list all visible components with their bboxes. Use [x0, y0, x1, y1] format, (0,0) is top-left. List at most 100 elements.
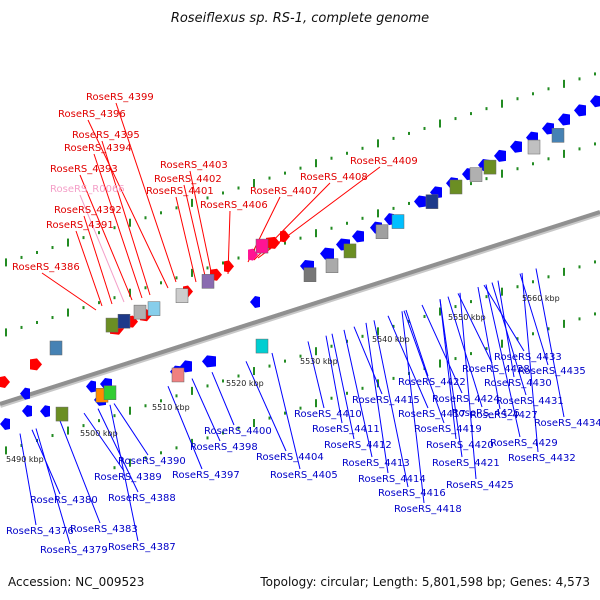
tick-mark: [237, 374, 240, 378]
tick-mark: [222, 261, 224, 265]
tick-mark: [253, 179, 255, 188]
tick-mark: [51, 246, 54, 250]
gene-box: [147, 301, 161, 316]
leader-line: [83, 412, 125, 472]
tick-mark: [439, 359, 441, 368]
tick-mark: [578, 265, 581, 269]
leader-line: [35, 428, 71, 545]
gene-label: RoseRS_4433: [494, 352, 562, 363]
reverse-gene-arrow: [574, 104, 586, 117]
tick-mark: [563, 149, 565, 158]
tick-mark: [346, 151, 348, 155]
tick-mark: [67, 426, 69, 435]
tick-mark: [175, 206, 178, 210]
leader-line: [97, 408, 139, 493]
leader-line: [19, 433, 37, 526]
gene-label: RoseRS_4415: [352, 395, 420, 406]
leader-line: [189, 170, 213, 277]
gene-label: RoseRS_4399: [86, 92, 154, 103]
leader-line: [109, 404, 139, 542]
leader-line: [373, 320, 409, 488]
tick-mark: [392, 136, 395, 140]
leader-line: [477, 286, 501, 410]
forward-gene-arrow: [30, 358, 42, 371]
tick-mark: [206, 266, 209, 270]
kbp-label: 5540 kbp: [372, 335, 410, 344]
tick-mark: [594, 142, 596, 146]
tick-mark: [377, 209, 379, 218]
tick-mark: [578, 147, 581, 151]
gene-label: RoseRS_4419: [414, 424, 482, 435]
tick-mark: [5, 258, 7, 267]
tick-mark: [98, 301, 100, 305]
tick-mark: [299, 406, 302, 410]
gene-box: [375, 224, 389, 239]
tick-mark: [423, 126, 426, 130]
forward-gene-arrow: [0, 376, 10, 388]
rna-gene-arrow: [248, 248, 258, 261]
gene-box: [133, 304, 147, 320]
tick-mark: [594, 312, 596, 316]
gene-label: RoseRS_4434: [534, 418, 600, 429]
tick-mark: [392, 376, 395, 380]
kbp-label: 5520 kbp: [226, 379, 264, 388]
tick-mark: [253, 367, 255, 376]
gene-label: RoseRS_4388: [108, 493, 176, 504]
tick-mark: [547, 87, 550, 91]
tick-mark: [361, 216, 364, 220]
leader-line: [79, 174, 133, 301]
gene-box: [255, 238, 269, 254]
tick-mark: [485, 347, 488, 351]
tick-mark: [284, 171, 286, 175]
tick-mark: [501, 339, 503, 348]
tick-mark: [377, 139, 379, 148]
gene-label: RoseRS_4425: [446, 480, 514, 491]
tick-mark: [330, 156, 333, 160]
reverse-gene-arrow: [494, 149, 506, 162]
gene-label: RoseRS_4389: [94, 472, 162, 483]
gene-label: RoseRS_4413: [342, 458, 410, 469]
reverse-gene-arrow: [590, 95, 600, 108]
tick-mark: [253, 419, 255, 428]
tick-mark: [547, 157, 550, 161]
gene-box: [105, 317, 119, 333]
topology-summary-text: Topology: circular; Length: 5,801,598 bp…: [259, 575, 590, 589]
reverse-gene-arrow: [22, 404, 32, 417]
reverse-gene-arrow: [542, 122, 554, 135]
leader-line: [93, 153, 143, 299]
gene-label: RoseRS_4383: [70, 524, 138, 535]
reverse-gene-arrow: [384, 213, 394, 226]
gene-label: RoseRS_4421: [432, 458, 500, 469]
gene-label: RoseRS_4379: [40, 545, 108, 556]
gene-label: RoseRS_4390: [118, 456, 186, 467]
leader-line: [535, 268, 565, 418]
kbp-label: 5510 kbp: [152, 403, 190, 412]
tick-mark: [160, 211, 162, 215]
gene-label: RoseRS_4411: [312, 424, 380, 435]
gene-box: [483, 159, 497, 175]
gene-label: RoseRS_4420: [426, 440, 494, 451]
gene-label: RoseRS_4416: [378, 488, 446, 499]
leader-line: [115, 102, 177, 283]
tick-mark: [516, 285, 519, 289]
tick-mark: [485, 295, 488, 299]
reverse-gene-arrow: [414, 195, 426, 208]
tick-mark: [113, 226, 116, 230]
tick-mark: [547, 275, 550, 279]
gene-box: [391, 214, 405, 229]
tick-mark: [160, 451, 162, 455]
tick-mark: [361, 334, 364, 338]
tick-mark: [82, 236, 85, 240]
leader-line: [353, 326, 383, 395]
gene-label: RoseRS_4408: [300, 172, 368, 183]
kbp-label: 5560 kbp: [522, 294, 560, 303]
tick-mark: [129, 288, 131, 297]
reverse-gene-arrow: [40, 405, 50, 418]
tick-mark: [82, 424, 85, 428]
tick-mark: [129, 218, 131, 227]
kbp-label: 5530 kbp: [300, 357, 338, 366]
gene-box: [255, 338, 269, 354]
gene-label: RoseRS_4391: [46, 220, 114, 231]
gene-label: RoseRS_4431: [496, 396, 564, 407]
leader-line: [421, 304, 463, 394]
